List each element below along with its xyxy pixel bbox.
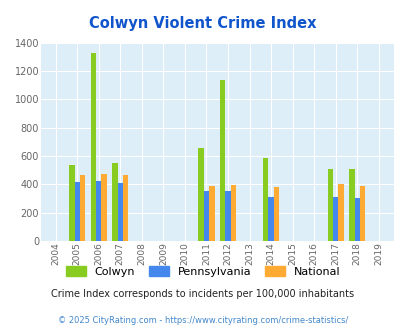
Bar (273, 187, 279, 241)
Bar (203, 191, 209, 241)
Bar (354, 198, 359, 241)
Bar (90, 53, 96, 241)
Bar (112, 163, 117, 241)
Bar (337, 184, 343, 241)
Text: Colwyn Violent Crime Index: Colwyn Violent Crime Index (89, 16, 316, 31)
Bar (198, 148, 203, 241)
Text: Crime Index corresponds to incidents per 100,000 inhabitants: Crime Index corresponds to incidents per… (51, 289, 354, 299)
Bar (225, 191, 230, 241)
Bar (359, 186, 364, 241)
Bar (268, 197, 273, 241)
Bar (117, 183, 123, 241)
Bar (69, 165, 75, 241)
Bar (220, 81, 225, 241)
Bar (209, 186, 214, 241)
Bar (348, 169, 354, 241)
Bar (101, 174, 107, 241)
Bar (332, 197, 337, 241)
Bar (262, 158, 268, 241)
Bar (327, 169, 332, 241)
Bar (96, 181, 101, 241)
Bar (123, 175, 128, 241)
Bar (75, 182, 80, 241)
Text: © 2025 CityRating.com - https://www.cityrating.com/crime-statistics/: © 2025 CityRating.com - https://www.city… (58, 315, 347, 325)
Bar (80, 175, 85, 241)
Bar (230, 185, 235, 241)
Legend: Colwyn, Pennsylvania, National: Colwyn, Pennsylvania, National (62, 263, 343, 280)
